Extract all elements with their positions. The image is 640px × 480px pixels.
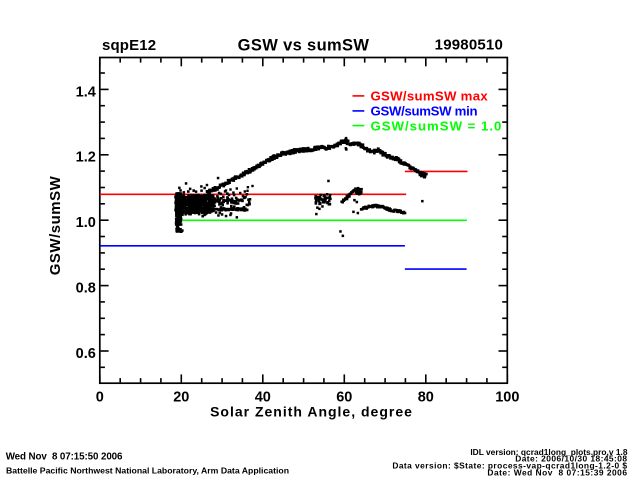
svg-text:0.6: 0.6 <box>76 346 96 362</box>
svg-text:Data version: $State: process-: Data version: $State: process-vap-qcrad1… <box>392 461 627 471</box>
svg-text:GSW/sumSW: GSW/sumSW <box>47 175 64 275</box>
svg-text:19980510: 19980510 <box>435 37 503 54</box>
svg-text:GSW/sumSW = 1.0: GSW/sumSW = 1.0 <box>371 118 503 133</box>
svg-text:0: 0 <box>96 390 104 406</box>
svg-text:Solar Zenith Angle, degree: Solar Zenith Angle, degree <box>210 403 413 419</box>
svg-text:Date: 2006/10/30 18:45:08: Date: 2006/10/30 18:45:08 <box>515 454 627 464</box>
svg-text:GSW/sumSW min: GSW/sumSW min <box>371 104 478 119</box>
svg-text:100: 100 <box>495 390 519 406</box>
svg-text:1.4: 1.4 <box>76 84 96 100</box>
svg-text:1.2: 1.2 <box>76 150 96 166</box>
svg-text:Battelle Pacific Northwest Nat: Battelle Pacific Northwest National Labo… <box>6 466 289 476</box>
svg-text:60: 60 <box>336 390 352 406</box>
svg-text:Wed Nov 8 07:15:50 2006: Wed Nov 8 07:15:50 2006 <box>6 452 123 463</box>
svg-text:20: 20 <box>173 390 189 406</box>
svg-text:80: 80 <box>418 390 434 406</box>
svg-text:1.0: 1.0 <box>76 215 96 231</box>
svg-text:IDL version: qcrad1long_plots.: IDL version: qcrad1long_plots.pro,v 1.8 <box>470 447 627 457</box>
svg-text:Date: Wed Nov 8 07:15:39 2006: Date: Wed Nov 8 07:15:39 2006 <box>487 468 627 478</box>
svg-text:GSW/sumSW max: GSW/sumSW max <box>371 89 489 104</box>
svg-text:GSW vs sumSW: GSW vs sumSW <box>238 36 370 54</box>
svg-text:sqpE12: sqpE12 <box>102 37 156 54</box>
svg-text:0.8: 0.8 <box>76 281 96 297</box>
svg-text:40: 40 <box>255 390 271 406</box>
